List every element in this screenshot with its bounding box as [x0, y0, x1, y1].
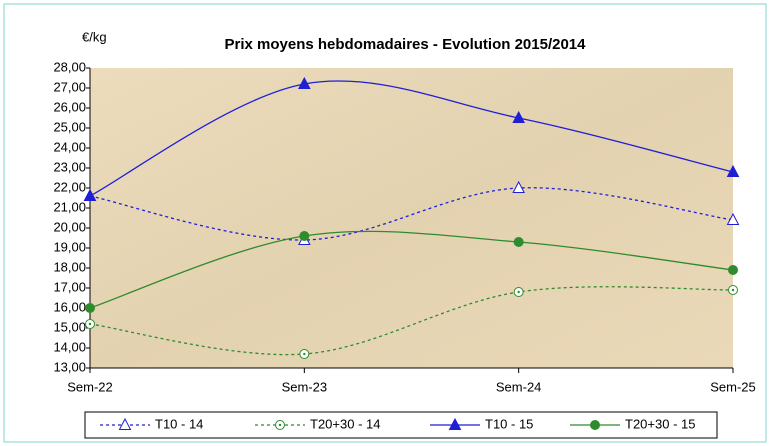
y-tick-label: 18,00	[53, 259, 86, 274]
y-tick-label: 22,00	[53, 179, 86, 194]
marker-dot	[278, 423, 282, 427]
x-tick-label: Sem-24	[496, 379, 542, 394]
marker-dot	[303, 352, 306, 356]
legend-label: T20+30 - 14	[310, 416, 380, 431]
marker	[513, 237, 524, 247]
y-tick-label: 13,00	[53, 359, 86, 374]
marker-dot	[88, 322, 92, 326]
y-tick-label: 15,00	[53, 319, 86, 334]
marker	[512, 110, 525, 123]
marker	[299, 231, 310, 241]
series-line	[89, 187, 734, 241]
y-axis-label: €/kg	[82, 29, 107, 44]
y-tick-label: 28,00	[53, 59, 86, 74]
x-tick-label: Sem-25	[710, 379, 756, 394]
marker-dot	[731, 288, 735, 292]
marker	[590, 420, 600, 430]
y-tick-label: 21,00	[53, 199, 86, 214]
chart-title: Prix moyens hebdomadaires - Evolution 20…	[225, 36, 587, 53]
y-tick-label: 19,00	[53, 239, 86, 254]
series-line	[89, 80, 734, 197]
legend-label: T10 - 15	[485, 416, 533, 431]
plot-area	[90, 68, 733, 368]
marker	[85, 303, 95, 313]
marker	[83, 188, 97, 201]
marker	[118, 417, 132, 430]
y-tick-label: 16,00	[53, 299, 86, 314]
marker-dot	[517, 290, 520, 294]
marker	[448, 417, 462, 430]
y-tick-label: 27,00	[53, 79, 86, 94]
legend-label: T20+30 - 15	[625, 416, 695, 431]
marker	[298, 76, 311, 89]
y-tick-label: 26,00	[53, 99, 86, 114]
series-line	[89, 286, 734, 356]
marker	[726, 164, 740, 177]
y-tick-label: 23,00	[53, 159, 86, 174]
series-line	[89, 230, 734, 309]
y-tick-label: 17,00	[53, 279, 86, 294]
y-tick-label: 25,00	[53, 119, 86, 134]
marker	[726, 212, 740, 225]
y-tick-label: 24,00	[53, 139, 86, 154]
y-tick-label: 20,00	[53, 219, 86, 234]
marker	[512, 180, 525, 193]
marker	[728, 265, 738, 275]
x-tick-label: Sem-22	[67, 379, 113, 394]
legend-label: T10 - 14	[155, 416, 203, 431]
x-tick-label: Sem-23	[282, 379, 328, 394]
y-tick-label: 14,00	[53, 339, 86, 354]
